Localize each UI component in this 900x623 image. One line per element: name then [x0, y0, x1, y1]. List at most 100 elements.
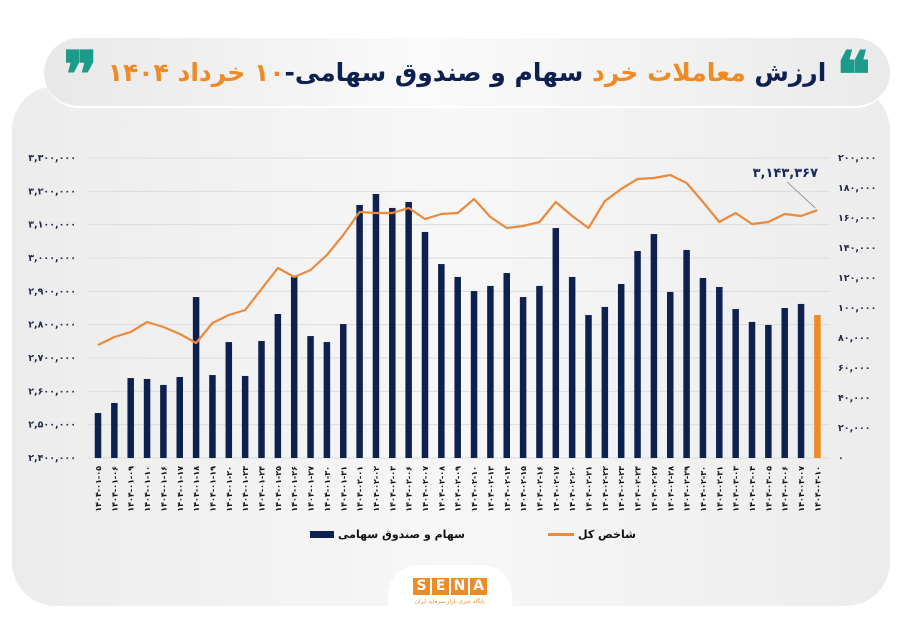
logo-container — [388, 565, 512, 623]
legend-bars-label: سهام و صندوق سهامی — [338, 528, 465, 541]
bar — [176, 377, 183, 458]
left-axis: ۲,۴۰۰,۰۰۰ ۲,۵۰۰,۰۰۰ ۲,۶۰۰,۰۰۰ ۲,۷۰۰,۰۰۰ ۲,۸۰… — [28, 153, 76, 464]
bar — [323, 342, 331, 458]
right-axis-tick: ۱۶۰,۰۰۰ — [838, 213, 876, 224]
x-axis-tick: ۱۴۰۴-۰۲-۱۷ — [552, 466, 561, 512]
left-axis-tick: ۲,۶۰۰,۰۰۰ — [28, 386, 76, 397]
right-axis-tick: ۶۰,۰۰۰ — [838, 363, 871, 374]
x-axis-tick: ۱۴۰۴-۰۲-۰۹ — [454, 466, 463, 512]
x-axis-tick: ۱۴۰۴-۰۱-۲۰ — [225, 466, 234, 512]
left-axis-tick: ۲,۵۰۰,۰۰۰ — [28, 420, 76, 431]
bar — [748, 321, 756, 458]
x-axis-tick: ۱۴۰۴-۰۲-۱۴ — [503, 466, 512, 512]
bar — [389, 207, 396, 458]
x-axis-tick: ۱۴۰۴-۰۳-۰۴ — [748, 466, 757, 512]
right-axis-tick: ۱۴۰,۰۰۰ — [838, 243, 876, 254]
bar — [634, 251, 641, 458]
bar — [470, 291, 478, 458]
legend-item-line: شاخص کل — [548, 528, 636, 541]
x-axis-tick: ۱۴۰۴-۰۱-۳۰ — [323, 466, 332, 512]
bar — [667, 291, 674, 458]
right-axis-tick: ۰ — [838, 453, 844, 464]
x-axis-tick: ۱۴۰۴-۰۲-۱۵ — [519, 466, 528, 512]
logo-letter-n: N — [451, 578, 468, 595]
bar — [781, 308, 788, 458]
x-axis-tick: ۱۴۰۴-۰۲-۳۰ — [699, 466, 708, 512]
bar — [192, 297, 200, 458]
right-axis-tick: ۲۰۰,۰۰۰ — [838, 153, 876, 164]
bar — [258, 341, 265, 458]
index-line — [97, 173, 818, 346]
right-axis-tick: ۴۰,۰۰۰ — [838, 393, 871, 404]
right-axis-tick: ۱۰۰,۰۰۰ — [838, 303, 876, 314]
annotation-leader — [787, 181, 816, 209]
x-axis-tick: ۱۴۰۴-۰۲-۲۳ — [617, 466, 626, 512]
bar — [765, 324, 772, 458]
page-title: ارزش معاملات خرد سهام و صندوق سهامی-۱۰ خ… — [108, 58, 827, 87]
x-axis-tick: ۱۴۰۴-۰۳-۰۷ — [797, 466, 806, 512]
chart-card — [12, 86, 890, 606]
x-axis-tick: ۱۴۰۴-۰۱-۳۱ — [339, 466, 348, 512]
x-axis-tick: ۱۴۰۴-۰۲-۲۱ — [585, 466, 594, 512]
x-axis-tick: ۱۴۰۴-۰۱-۰۵ — [94, 466, 103, 512]
bar — [585, 315, 592, 458]
logo-subtitle: پایگاه خبری بازار سرمایه ایران — [414, 599, 486, 605]
x-axis-tick: ۱۴۰۴-۰۲-۲۹ — [683, 466, 692, 512]
bar — [143, 378, 151, 458]
bar — [307, 336, 314, 458]
x-axis-tick: ۱۴۰۴-۰۲-۲۸ — [666, 466, 675, 512]
bar — [650, 234, 658, 458]
bar — [94, 413, 102, 458]
x-axis-tick: ۱۴۰۴-۰۲-۲۴ — [634, 466, 643, 512]
left-axis-tick: ۳,۱۰۰,۰۰۰ — [28, 220, 76, 231]
title-part-1: ارزش — [754, 57, 827, 87]
x-axis-tick: ۱۴۰۴-۰۲-۰۸ — [437, 466, 446, 512]
bar — [209, 375, 216, 458]
left-axis-tick: ۳,۰۰۰,۰۰۰ — [28, 253, 76, 264]
bar — [683, 249, 690, 458]
logo-letter-a: A — [470, 578, 487, 595]
x-axis-tick: ۱۴۰۴-۰۲-۲۰ — [568, 466, 577, 512]
left-axis-tick: ۲,۸۰۰,۰۰۰ — [28, 320, 76, 331]
title-part-4: ۱۰ خرداد ۱۴۰۴ — [107, 57, 285, 87]
bar — [568, 276, 576, 458]
x-axis-tick: ۱۴۰۴-۰۱-۰۹ — [127, 466, 136, 512]
x-axis-tick: ۱۴۰۴-۰۱-۰۶ — [110, 466, 119, 512]
bar — [111, 402, 118, 458]
right-axis-tick: ۱۸۰,۰۰۰ — [838, 183, 876, 194]
bar — [454, 276, 461, 458]
x-axis-tick: ۱۴۰۴-۰۳-۱۰ — [813, 466, 822, 512]
bar — [241, 375, 249, 458]
bar — [552, 228, 560, 458]
x-axis-tick: ۱۴۰۴-۰۲-۲۲ — [601, 466, 610, 512]
x-axis-tick: ۱۴۰۴-۰۲-۱۳ — [486, 466, 495, 512]
x-axis: ۱۴۰۴-۰۱-۰۵ ۱۴۰۴-۰۱-۰۶ ۱۴۰۴-۰۱-۰۹ ۱۴۰۴-۰۱-۱۰… — [94, 466, 822, 512]
bar — [438, 264, 445, 458]
right-axis-tick: ۲۰,۰۰۰ — [838, 423, 871, 434]
logo-letter-s: S — [413, 578, 430, 595]
bar — [601, 306, 609, 458]
x-axis-tick: ۱۴۰۴-۰۲-۱۶ — [535, 466, 544, 512]
legend-line-swatch — [548, 533, 574, 536]
x-axis-tick: ۱۴۰۴-۰۲-۳۱ — [715, 466, 724, 512]
left-axis-tick: ۳,۲۰۰,۰۰۰ — [28, 186, 76, 197]
x-axis-tick: ۱۴۰۴-۰۲-۰۷ — [421, 466, 430, 512]
bar — [421, 231, 429, 458]
bar — [487, 285, 494, 458]
bar — [617, 284, 625, 458]
left-axis-tick: ۲,۷۰۰,۰۰۰ — [28, 353, 76, 364]
x-axis-tick: ۱۴۰۴-۰۳-۰۶ — [781, 466, 790, 512]
x-axis-tick: ۱۴۰۴-۰۱-۲۵ — [274, 466, 283, 512]
title-part-2: معاملات خرد — [592, 57, 746, 87]
bar — [274, 314, 282, 458]
bar — [160, 384, 167, 458]
left-axis-tick: ۲,۴۰۰,۰۰۰ — [28, 453, 76, 464]
right-axis-tick: ۸۰,۰۰۰ — [838, 333, 871, 344]
bar — [519, 297, 527, 458]
x-axis-tick: ۱۴۰۴-۰۳-۰۳ — [732, 466, 741, 512]
bar — [127, 378, 134, 458]
x-axis-tick: ۱۴۰۴-۰۳-۰۵ — [764, 466, 773, 512]
x-axis-tick: ۱۴۰۴-۰۱-۱۹ — [208, 466, 217, 512]
x-axis-tick: ۱۴۰۴-۰۲-۰۶ — [405, 466, 414, 512]
